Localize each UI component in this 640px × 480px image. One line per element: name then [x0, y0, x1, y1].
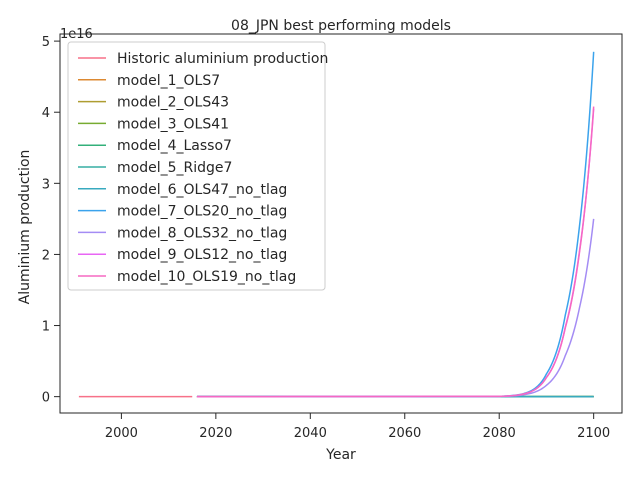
x-tick-label: 2040	[294, 426, 327, 441]
legend: Historic aluminium production model_1_OLS…	[67, 41, 328, 291]
series-lines	[78, 51, 595, 398]
y-tick-label: 4	[42, 106, 50, 121]
x-tick-label: 2000	[105, 426, 138, 441]
legend-entry-label: model_7_OLS20_no_tlag	[117, 204, 287, 220]
y-tick-label: 3	[42, 177, 50, 192]
legend-entry-label: model_6_OLS47_no_tlag	[117, 182, 287, 198]
legend-entry-label: model_5_Ridge7	[117, 160, 232, 176]
y-axis-ticks: 0 1 2 3 4 5	[42, 35, 60, 406]
legend-entry-label: Historic aluminium production	[117, 51, 328, 67]
legend-entry-label: model_9_OLS12_no_tlag	[117, 247, 287, 263]
legend-entry-label: model_2_OLS43	[117, 95, 229, 111]
y-axis-label: Aluminium production	[17, 150, 33, 305]
y-tick-label: 2	[42, 248, 50, 263]
x-tick-label: 2100	[577, 426, 610, 441]
x-tick-label: 2060	[388, 426, 421, 441]
y-tick-label: 5	[42, 35, 50, 50]
series-line	[196, 106, 595, 398]
chart-title: 08_JPN best performing models	[231, 18, 451, 34]
legend-entry-label: model_3_OLS41	[117, 116, 229, 132]
legend-box	[67, 41, 326, 291]
y-tick-label: 0	[42, 391, 50, 406]
legend-entry-label: model_10_OLS19_no_tlag	[117, 269, 296, 285]
x-tick-label: 2020	[199, 426, 232, 441]
legend-entry-label: model_1_OLS7	[117, 73, 220, 89]
plot-frame	[59, 33, 623, 414]
x-tick-label: 2080	[483, 426, 516, 441]
x-axis-label: Year	[325, 447, 356, 463]
legend-entry-label: model_8_OLS32_no_tlag	[117, 225, 287, 241]
y-tick-label: 1	[42, 320, 50, 335]
x-axis-ticks: 2000 2020 2040 2060 2080 2100	[105, 413, 610, 441]
legend-entry-label: model_4_Lasso7	[117, 138, 232, 154]
